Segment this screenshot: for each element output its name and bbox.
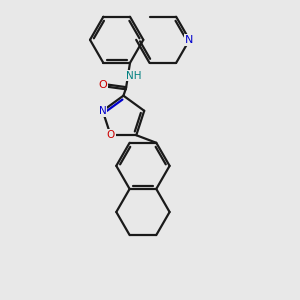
Text: O: O bbox=[106, 130, 115, 140]
Text: N: N bbox=[185, 35, 194, 45]
Text: NH: NH bbox=[126, 70, 142, 81]
Text: O: O bbox=[98, 80, 107, 90]
Text: N: N bbox=[99, 106, 106, 116]
